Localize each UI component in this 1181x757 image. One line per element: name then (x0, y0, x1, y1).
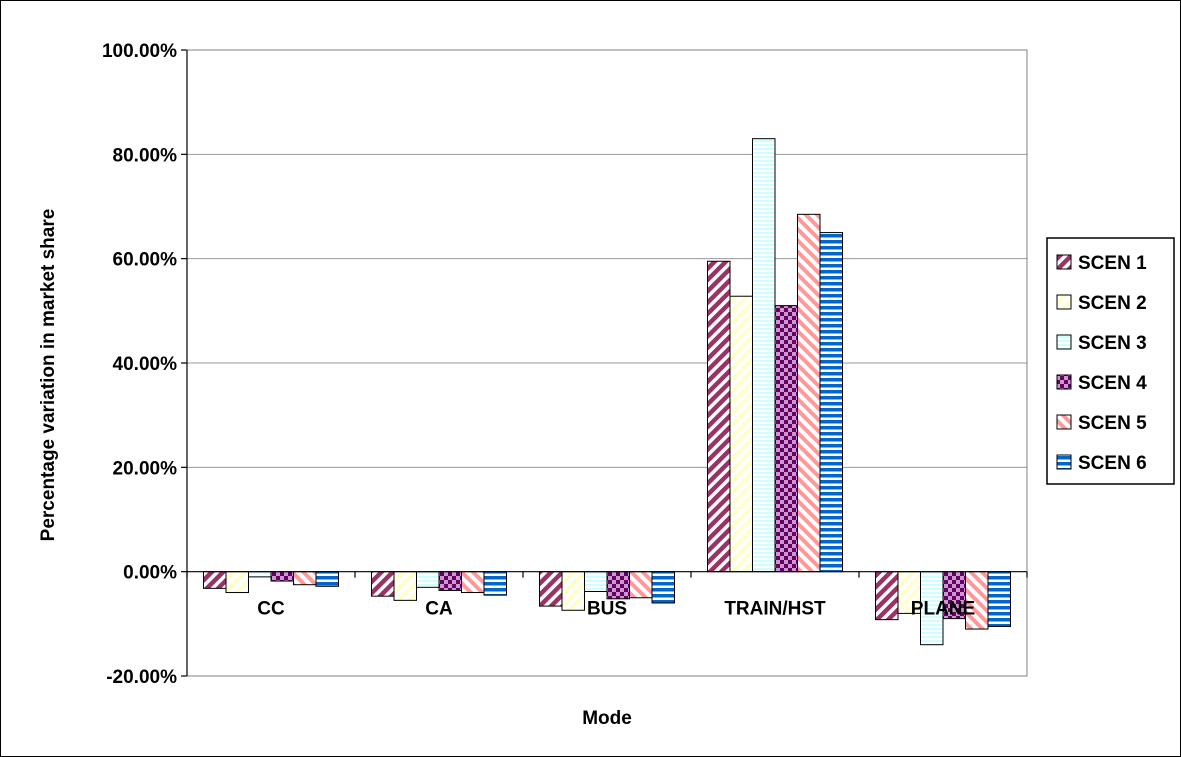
bar-cc-scen-1 (203, 571, 227, 589)
bar-plane-scen-1 (875, 571, 899, 621)
bar-ca-scen-3 (416, 571, 440, 588)
y-axis-tick-labels: 100.00% 80.00% 60.00% 40.00% 20.00% 0.00% -20.… (102, 41, 177, 688)
legend-label: SCEN 3 (1078, 333, 1147, 354)
bar-cc-scen-6 (315, 571, 339, 587)
bar-bus-scen-1 (539, 571, 563, 607)
bar-ca-scen-2 (393, 571, 417, 601)
bar-bus-scen-2 (561, 571, 585, 611)
legend-swatch (1056, 254, 1072, 270)
y-axis-title: Percentage variation in market share (38, 209, 59, 542)
bar-train-hst-scen-5 (797, 213, 821, 573)
bar-ca-scen-6 (483, 571, 507, 596)
bar-cc-scen-3 (248, 571, 272, 578)
y-tick-label: 20.00% (113, 458, 178, 479)
bar-train-hst-scen-4 (774, 305, 798, 573)
bar-ca-scen-1 (371, 571, 395, 597)
bar-cc-scen-5 (293, 571, 317, 586)
legend-label: SCEN 4 (1078, 373, 1147, 394)
bar-bus-scen-4 (606, 571, 630, 600)
x-category-label: PLANE (911, 599, 975, 620)
legend-label: SCEN 6 (1078, 453, 1147, 474)
x-category-label: CC (257, 599, 285, 620)
bar-ca-scen-5 (461, 571, 485, 594)
y-tick-label: -20.00% (106, 667, 177, 688)
x-category-label: BUS (587, 599, 627, 620)
x-category-label: CA (425, 599, 453, 620)
bar-train-hst-scen-3 (752, 138, 776, 573)
bar-bus-scen-3 (584, 571, 608, 592)
bar-ca-scen-4 (438, 571, 462, 591)
y-tick-label: 40.00% (113, 354, 178, 375)
bars-group (203, 138, 1011, 646)
y-tick-label: 80.00% (113, 145, 178, 166)
bar-cc-scen-4 (270, 571, 294, 582)
legend-label: SCEN 2 (1078, 293, 1147, 314)
axes (186, 49, 1028, 677)
legend-swatch (1056, 374, 1072, 390)
bar-plane-scen-6 (987, 571, 1011, 627)
legend-swatch (1056, 294, 1072, 310)
bar-train-hst-scen-6 (819, 232, 843, 573)
legend-swatch (1056, 414, 1072, 430)
bar-cc-scen-2 (225, 571, 249, 594)
legend-swatch (1056, 454, 1072, 470)
x-category-label: TRAIN/HST (724, 599, 826, 620)
y-tick-label: 0.00% (123, 563, 177, 584)
x-axis-category-labels: CC CA BUS TRAIN/HST PLANE (257, 599, 975, 620)
bar-bus-scen-6 (651, 571, 675, 604)
y-tick-label: 60.00% (113, 250, 178, 271)
x-axis-title: Mode (582, 708, 632, 729)
bar-bus-scen-5 (629, 571, 653, 599)
bar-train-hst-scen-2 (729, 295, 753, 573)
bar-train-hst-scen-1 (707, 260, 731, 573)
legend-label: SCEN 5 (1078, 413, 1147, 434)
legend-swatch (1056, 334, 1072, 350)
y-tick-label: 100.00% (102, 41, 177, 62)
legend: SCEN 1 SCEN 2 SCEN 3 SCEN 4 SCEN 5 SCEN 6 (1046, 237, 1175, 485)
legend-box (1046, 237, 1175, 485)
legend-label: SCEN 1 (1078, 253, 1147, 274)
